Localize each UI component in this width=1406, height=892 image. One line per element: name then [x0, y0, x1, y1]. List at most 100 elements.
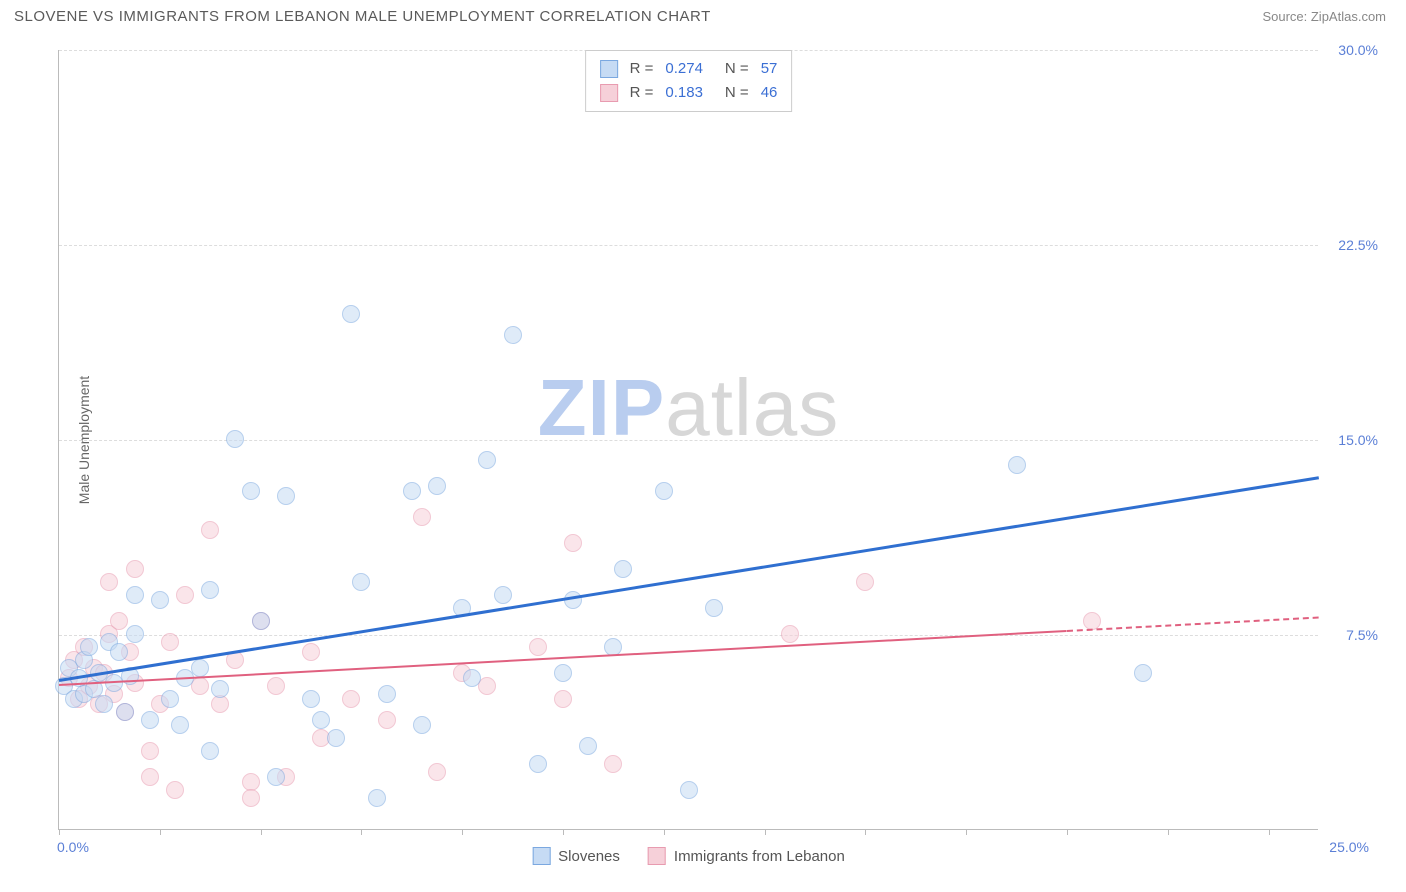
scatter-point	[352, 573, 370, 591]
legend-row-lebanon: R = 0.183 N = 46	[600, 81, 778, 105]
scatter-point	[529, 755, 547, 773]
scatter-point	[579, 737, 597, 755]
scatter-point	[242, 789, 260, 807]
x-tick	[59, 829, 60, 835]
scatter-point	[604, 755, 622, 773]
x-tick	[1168, 829, 1169, 835]
chart-title: SLOVENE VS IMMIGRANTS FROM LEBANON MALE …	[14, 8, 711, 25]
scatter-point	[504, 326, 522, 344]
swatch-slovenes-bottom	[532, 847, 550, 865]
scatter-point	[277, 487, 295, 505]
scatter-point	[141, 711, 159, 729]
source-label: Source: ZipAtlas.com	[1262, 9, 1386, 24]
scatter-point	[267, 677, 285, 695]
scatter-point	[1134, 664, 1152, 682]
legend-row-slovenes: R = 0.274 N = 57	[600, 57, 778, 81]
scatter-point	[126, 560, 144, 578]
scatter-point	[166, 781, 184, 799]
x-tick-label: 25.0%	[1329, 839, 1369, 855]
scatter-point	[554, 664, 572, 682]
scatter-point	[110, 643, 128, 661]
scatter-point	[100, 573, 118, 591]
scatter-point	[176, 586, 194, 604]
scatter-point	[614, 560, 632, 578]
scatter-point	[201, 581, 219, 599]
scatter-point	[252, 612, 270, 630]
trend-line	[1067, 617, 1319, 633]
scatter-point	[267, 768, 285, 786]
y-tick-label: 7.5%	[1346, 627, 1378, 643]
scatter-point	[191, 659, 209, 677]
chart-header: SLOVENE VS IMMIGRANTS FROM LEBANON MALE …	[0, 0, 1406, 29]
x-tick	[1269, 829, 1270, 835]
scatter-point	[201, 521, 219, 539]
watermark-atlas: atlas	[665, 363, 839, 452]
x-tick	[563, 829, 564, 835]
scatter-point	[171, 716, 189, 734]
y-tick-label: 30.0%	[1338, 42, 1378, 58]
legend-item-lebanon: Immigrants from Lebanon	[648, 847, 845, 865]
scatter-point	[151, 591, 169, 609]
x-tick	[462, 829, 463, 835]
gridline-h	[59, 440, 1318, 441]
x-tick	[160, 829, 161, 835]
scatter-point	[494, 586, 512, 604]
scatter-point	[413, 508, 431, 526]
scatter-point	[655, 482, 673, 500]
scatter-point	[302, 643, 320, 661]
scatter-point	[856, 573, 874, 591]
x-tick	[261, 829, 262, 835]
scatter-point	[211, 680, 229, 698]
scatter-point	[428, 763, 446, 781]
scatter-point	[126, 586, 144, 604]
swatch-lebanon-bottom	[648, 847, 666, 865]
series-legend: Slovenes Immigrants from Lebanon	[532, 847, 845, 865]
scatter-point	[564, 534, 582, 552]
scatter-point	[161, 690, 179, 708]
x-tick-label: 0.0%	[57, 839, 89, 855]
scatter-point	[201, 742, 219, 760]
scatter-point	[116, 703, 134, 721]
scatter-point	[478, 451, 496, 469]
scatter-point	[302, 690, 320, 708]
x-tick	[1067, 829, 1068, 835]
watermark-zip: ZIP	[538, 363, 665, 452]
scatter-point	[705, 599, 723, 617]
scatter-point	[211, 695, 229, 713]
x-tick	[966, 829, 967, 835]
scatter-point	[242, 482, 260, 500]
scatter-point	[378, 711, 396, 729]
scatter-point	[80, 638, 98, 656]
chart-container: Male Unemployment ZIPatlas R = 0.274 N =…	[50, 40, 1390, 840]
scatter-point	[141, 742, 159, 760]
correlation-legend: R = 0.274 N = 57 R = 0.183 N = 46	[585, 50, 793, 112]
y-tick-label: 22.5%	[1338, 237, 1378, 253]
x-tick	[361, 829, 362, 835]
scatter-point	[368, 789, 386, 807]
scatter-point	[141, 768, 159, 786]
x-tick	[664, 829, 665, 835]
scatter-point	[161, 633, 179, 651]
scatter-point	[680, 781, 698, 799]
scatter-point	[342, 305, 360, 323]
scatter-point	[1008, 456, 1026, 474]
scatter-point	[126, 625, 144, 643]
scatter-point	[413, 716, 431, 734]
scatter-point	[554, 690, 572, 708]
y-tick-label: 15.0%	[1338, 432, 1378, 448]
scatter-point	[781, 625, 799, 643]
scatter-point	[428, 477, 446, 495]
scatter-point	[95, 695, 113, 713]
scatter-point	[378, 685, 396, 703]
scatter-point	[463, 669, 481, 687]
scatter-point	[226, 430, 244, 448]
x-tick	[865, 829, 866, 835]
swatch-slovenes	[600, 60, 618, 78]
gridline-h	[59, 635, 1318, 636]
scatter-point	[312, 711, 330, 729]
legend-item-slovenes: Slovenes	[532, 847, 620, 865]
x-tick	[765, 829, 766, 835]
scatter-point	[110, 612, 128, 630]
swatch-lebanon	[600, 84, 618, 102]
scatter-point	[327, 729, 345, 747]
